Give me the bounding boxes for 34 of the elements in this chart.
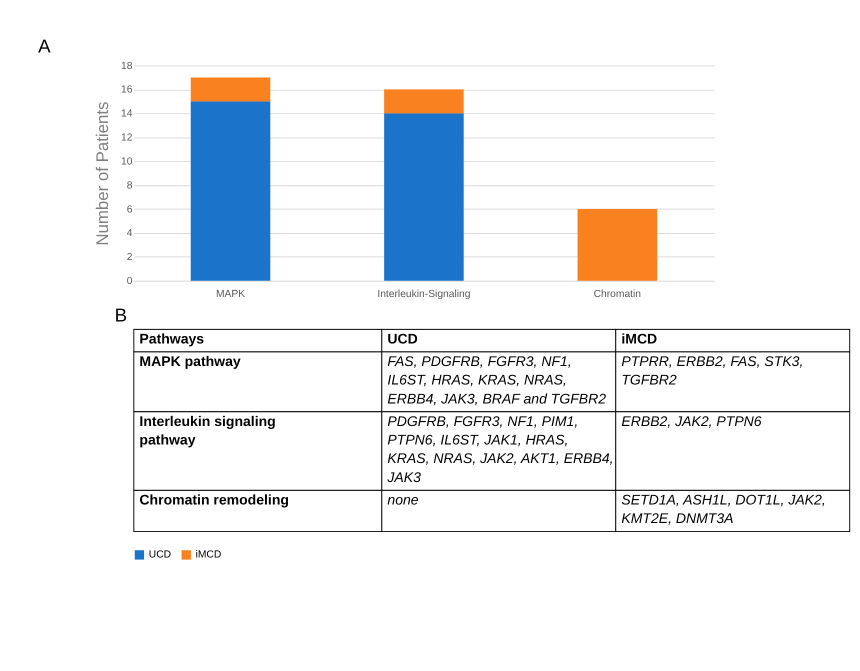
- bar: [190, 77, 270, 102]
- category-label: iMCD: [621, 330, 658, 346]
- text: PTPRR, ERBB2, FAS, STK3, TGFBR2: [621, 352, 804, 388]
- y-tick-label: 0: [126, 276, 133, 288]
- bar: [578, 208, 658, 281]
- y-tick-label: 8: [126, 180, 133, 192]
- text: FAS, PDGFRB, FGFR3, NF1, IL6ST, HRAS, KRAS, NRAS, ERBB4, JAK3, BRAF and TGFBR2: [387, 352, 606, 406]
- text: none: [387, 491, 419, 508]
- y-tick-label: 10: [120, 156, 133, 168]
- x-tick-label: Interleukin-Signaling: [377, 289, 471, 300]
- y-tick-label: 2: [126, 252, 133, 264]
- y-tick-label: 16: [120, 84, 133, 96]
- y-tick-label: 14: [120, 108, 133, 120]
- legend-label: iMCD: [196, 550, 222, 561]
- category-label: Interleukin signaling pathway: [139, 412, 276, 448]
- y-tick-label: 12: [120, 132, 133, 144]
- y-axis-title: Number of Patients: [92, 102, 112, 246]
- bar: [384, 113, 464, 281]
- x-tick-label: MAPK: [216, 289, 246, 300]
- text: ERBB2, JAK2, PTPN6: [621, 412, 762, 429]
- text: B: [114, 304, 128, 326]
- y-tick-label: 18: [120, 60, 133, 72]
- category-label: Chromatin remodeling: [139, 491, 289, 508]
- category-label: UCD: [387, 330, 418, 346]
- y-tick-label: 6: [126, 204, 133, 216]
- chart-title: A: [38, 35, 52, 56]
- legend-label: UCD: [148, 550, 172, 561]
- category-label: Pathways: [139, 330, 204, 346]
- bar: [190, 101, 270, 281]
- category-label: MAPK pathway: [139, 352, 241, 369]
- x-tick-label: Chromatin: [594, 289, 642, 300]
- y-tick-label: 4: [126, 228, 133, 240]
- bar: [384, 89, 464, 114]
- text: SETD1A, ASH1L, DOT1L, JAK2, KMT2E, DNMT3A: [621, 491, 826, 526]
